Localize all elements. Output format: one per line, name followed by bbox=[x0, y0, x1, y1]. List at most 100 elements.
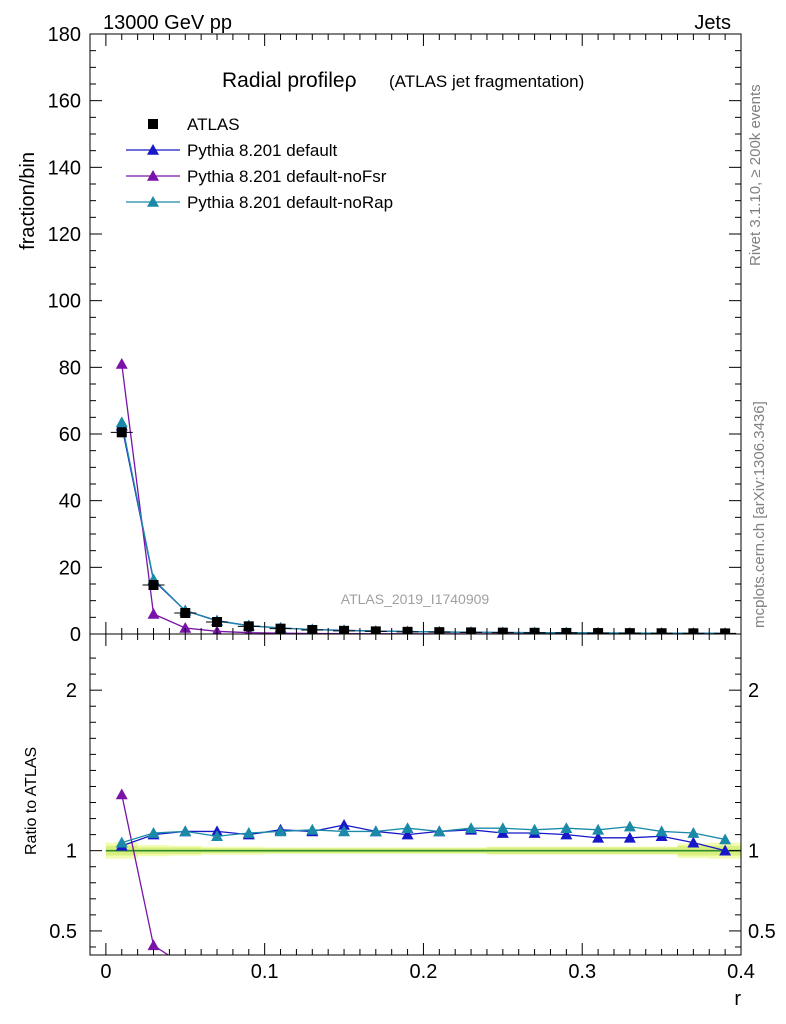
ratio-line-pythia-8-201-default bbox=[121, 824, 726, 852]
point-atlas bbox=[180, 608, 191, 618]
ratio-point-pythia-8-201-default-norap bbox=[465, 822, 478, 834]
ratio-point-pythia-8-201-default-norap bbox=[687, 827, 700, 838]
ratio-point-pythia-8-201-default-norap bbox=[401, 822, 414, 834]
ratio-point-pythia-8-201-default-norap bbox=[560, 822, 573, 834]
ratio-point-pythia-8-201-default-norap bbox=[306, 823, 319, 835]
point-pythia-8-201-default-nofsr bbox=[115, 358, 128, 369]
ratio-point-pythia-8-201-default-nofsr bbox=[497, 997, 509, 1008]
point-pythia-8-201-default-nofsr bbox=[179, 622, 192, 633]
main-ytick-label: 140 bbox=[48, 157, 81, 179]
main-ytick-label: 100 bbox=[48, 291, 81, 313]
ratio-point-pythia-8-201-default-nofsr bbox=[147, 939, 160, 951]
main-ytick-label: 80 bbox=[59, 357, 81, 379]
ratio-point-pythia-8-201-default-nofsr bbox=[306, 984, 318, 995]
main-subtitle: (ATLAS jet fragmentation) bbox=[389, 72, 584, 91]
main-ytick-label: 120 bbox=[48, 224, 81, 246]
point-pythia-8-201-default-nofsr bbox=[147, 608, 160, 619]
legend-marker-pythia-8-201-default-norap bbox=[147, 196, 159, 207]
ratio-point-pythia-8-201-default-norap bbox=[496, 822, 509, 834]
main-ylabel: fraction/bin bbox=[17, 152, 39, 250]
ratio-point-pythia-8-201-default-norap bbox=[369, 825, 382, 837]
ratio-point-pythia-8-201-default-nofsr bbox=[370, 991, 382, 1002]
ratio-point-pythia-8-201-default-norap bbox=[719, 833, 732, 845]
ratio-point-pythia-8-201-default bbox=[560, 828, 573, 840]
ratio-xtick-label: 0.3 bbox=[568, 961, 596, 983]
mcplots-label: mcplots.cern.ch [arXiv:1306.3436] bbox=[751, 401, 768, 628]
x-axis-label: r bbox=[734, 988, 741, 1010]
ratio-line-pythia-8-201-default-norap bbox=[121, 825, 726, 844]
ratio-point-pythia-8-201-default-norap bbox=[655, 825, 668, 837]
header-left: 13000 GeV pp bbox=[103, 12, 232, 34]
ratio-xtick-label: 0.1 bbox=[251, 961, 279, 983]
ratio-point-pythia-8-201-default-nofsr bbox=[624, 1000, 636, 1011]
main-title: Radial profileρ bbox=[222, 69, 357, 92]
ratio-panel: 0 0.1 0.2 0.3 0.4 0.5 0.5 1 1 2 2 Ratio to ATLAS r bbox=[23, 633, 776, 1011]
ratio-point-pythia-8-201-default-nofsr bbox=[529, 997, 541, 1008]
ratio-ytick-label: 1 bbox=[66, 841, 77, 863]
ratio-ytick-label-right: 1 bbox=[748, 841, 759, 863]
legend-marker-pythia-8-201-default bbox=[147, 144, 159, 155]
ratio-point-pythia-8-201-default-nofsr bbox=[465, 996, 477, 1007]
ratio-point-pythia-8-201-default-nofsr bbox=[656, 1000, 668, 1011]
main-ytick-label: 160 bbox=[48, 91, 81, 113]
ratio-frame bbox=[89, 633, 742, 956]
ratio-point-pythia-8-201-default-nofsr bbox=[115, 788, 128, 800]
point-atlas bbox=[212, 617, 223, 627]
ratio-ytick-label-right: 2 bbox=[748, 680, 759, 702]
point-pythia-8-201-default-norap bbox=[115, 416, 128, 428]
ratio-point-pythia-8-201-default-nofsr bbox=[592, 999, 604, 1010]
main-ytick-label: 60 bbox=[59, 424, 81, 446]
ratio-point-pythia-8-201-default bbox=[719, 844, 732, 856]
rivet-label: Rivet 3.1.10, ≥ 200k events bbox=[747, 84, 764, 266]
ratio-point-pythia-8-201-default-norap bbox=[179, 825, 192, 837]
legend-label-pythia-8-201-default: Pythia 8.201 default bbox=[187, 141, 338, 160]
legend: ATLAS Pythia 8.201 default Pythia 8.201 de… bbox=[126, 115, 393, 212]
ratio-point-pythia-8-201-default-nofsr bbox=[719, 1000, 731, 1011]
ratio-point-pythia-8-201-default-nofsr bbox=[179, 960, 191, 971]
point-atlas bbox=[116, 427, 127, 438]
ratio-point-pythia-8-201-default-nofsr bbox=[560, 998, 572, 1009]
ratio-xtick-label: 0.4 bbox=[727, 961, 755, 983]
ratio-xtick-label: 0 bbox=[100, 961, 111, 983]
point-atlas bbox=[148, 580, 159, 590]
main-ytick-label: 20 bbox=[59, 557, 81, 579]
ratio-point-pythia-8-201-default bbox=[592, 831, 605, 843]
main-panel: 0 20 40 60 80 100 120 140 160 180 Radial profileρ… bbox=[17, 24, 742, 646]
ratio-point-pythia-8-201-default-nofsr bbox=[433, 994, 445, 1005]
ratio-point-pythia-8-201-default-norap bbox=[592, 823, 605, 835]
legend-label-pythia-8-201-default-norap: Pythia 8.201 default-noRap bbox=[187, 193, 393, 212]
ratio-point-pythia-8-201-default-norap bbox=[242, 827, 255, 838]
legend-marker-pythia-8-201-default-nofsr bbox=[147, 170, 159, 181]
ratio-point-pythia-8-201-default-nofsr bbox=[338, 989, 350, 1000]
main-ytick-label: 180 bbox=[48, 24, 81, 46]
legend-label-pythia-8-201-default-nofsr: Pythia 8.201 default-noFsr bbox=[187, 167, 387, 186]
ratio-point-pythia-8-201-default-nofsr bbox=[402, 992, 414, 1003]
ratio-point-pythia-8-201-default bbox=[687, 836, 700, 848]
ratio-point-pythia-8-201-default-norap bbox=[623, 820, 636, 832]
ratio-ytick-label: 2 bbox=[66, 680, 77, 702]
ratio-point-pythia-8-201-default-norap bbox=[338, 825, 351, 837]
main-ytick-label: 0 bbox=[70, 624, 81, 646]
ratio-point-pythia-8-201-default-nofsr bbox=[211, 970, 223, 981]
header-right: Jets bbox=[694, 12, 731, 34]
watermark: ATLAS_2019_I1740909 bbox=[341, 591, 490, 607]
main-ytick-label: 40 bbox=[59, 491, 81, 513]
ratio-point-pythia-8-201-default bbox=[401, 828, 414, 840]
ratio-point-pythia-8-201-default-norap bbox=[528, 823, 541, 835]
ratio-xtick-label: 0.2 bbox=[410, 961, 438, 983]
ratio-ylabel: Ratio to ATLAS bbox=[23, 747, 40, 855]
point-atlas bbox=[243, 621, 254, 632]
ratio-point-pythia-8-201-default-norap bbox=[433, 825, 446, 837]
ratio-point-pythia-8-201-default bbox=[338, 818, 351, 830]
ratio-point-pythia-8-201-default-norap bbox=[115, 836, 128, 848]
legend-marker-atlas bbox=[148, 119, 158, 129]
legend-label-atlas: ATLAS bbox=[187, 115, 240, 134]
ratio-point-pythia-8-201-default-nofsr bbox=[687, 1000, 699, 1011]
ratio-point-pythia-8-201-default-norap bbox=[274, 825, 287, 837]
ratio-point-pythia-8-201-default bbox=[623, 831, 636, 843]
ratio-ytick-label: 0.5 bbox=[49, 921, 77, 943]
ratio-ytick-label-right: 0.5 bbox=[748, 921, 776, 943]
ratio-point-pythia-8-201-default-norap bbox=[211, 830, 224, 842]
ratio-point-pythia-8-201-default-norap bbox=[147, 827, 160, 838]
